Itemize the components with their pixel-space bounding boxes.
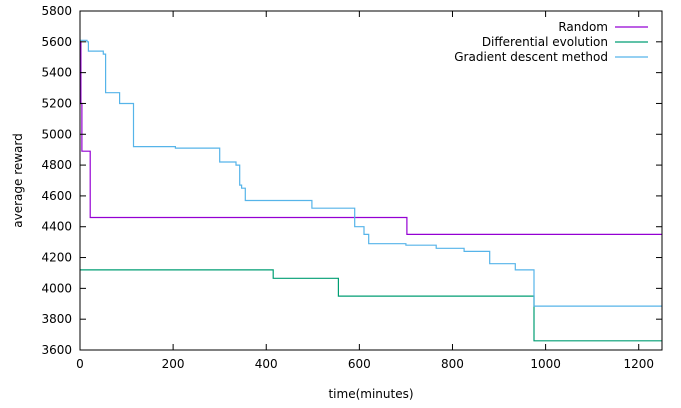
y-tick-label: 4200 — [41, 251, 72, 265]
x-tick-label: 1200 — [623, 357, 654, 371]
y-tick-label: 5200 — [41, 96, 72, 110]
plot-frame — [79, 10, 663, 351]
x-tick-label: 400 — [255, 357, 278, 371]
y-tick-label: 3800 — [41, 312, 72, 326]
x-axis: 0 200 400 600 800 1000 1200 — [76, 11, 654, 371]
y-tick-label: 4000 — [41, 281, 72, 295]
y-tick-label: 5400 — [41, 66, 72, 80]
series-line-1 — [80, 41, 662, 235]
y-tick-label: 5800 — [41, 4, 72, 18]
x-tick-label: 1000 — [530, 357, 561, 371]
x-tick-label: 800 — [441, 357, 464, 371]
y-tick-label: 5600 — [41, 35, 72, 49]
plot-series-group — [80, 39, 662, 342]
legend-label: Random — [558, 20, 608, 34]
x-tick-label: 0 — [76, 357, 84, 371]
x-axis-title: time(minutes) — [328, 387, 413, 401]
y-tick-label: 4600 — [41, 189, 72, 203]
x-tick-label: 600 — [348, 357, 371, 371]
y-tick-label: 5000 — [41, 127, 72, 141]
y-tick-label: 3600 — [41, 343, 72, 357]
y-tick-label: 4400 — [41, 220, 72, 234]
y-axis-title: average reward — [11, 133, 25, 228]
legend-label: Differential evolution — [482, 35, 608, 49]
series-line-3 — [80, 39, 662, 307]
legend-label: Gradient descent method — [454, 50, 608, 64]
x-tick-label: 200 — [162, 357, 185, 371]
y-tick-label: 4800 — [41, 158, 72, 172]
series-line-2 — [80, 269, 662, 342]
y-axis: 3600 3800 4000 4200 4400 4600 4800 5000 5200 5400… — [41, 4, 662, 357]
